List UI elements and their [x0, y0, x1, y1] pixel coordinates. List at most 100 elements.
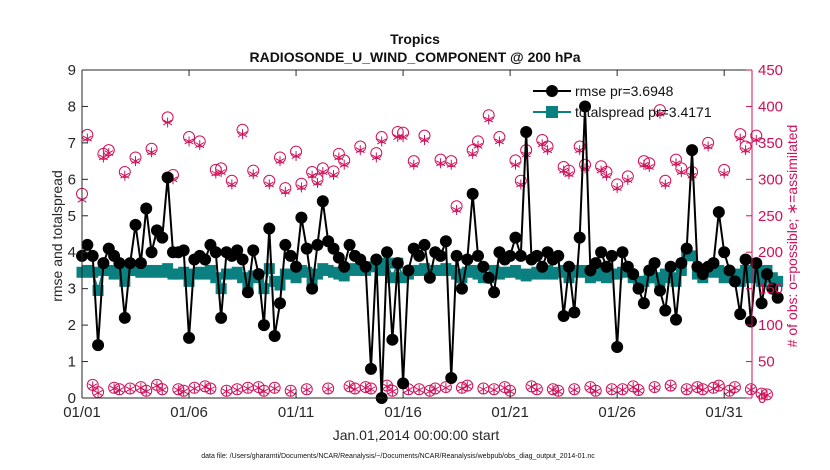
obs-assimilated-marker	[462, 381, 472, 392]
rmse-marker	[231, 244, 244, 257]
y-axis-label-left: rmse and totalspread	[49, 170, 65, 302]
rmse-marker	[728, 275, 741, 288]
totalspread-marker	[204, 264, 216, 276]
obs-assimilated-marker	[435, 158, 446, 169]
obs-assimilated-stroke	[387, 388, 397, 395]
obs-assimilated-marker	[88, 381, 98, 392]
obs-assimilated-stroke	[692, 384, 702, 391]
obs-assimilated-marker	[564, 169, 574, 180]
obs-assimilated-marker	[184, 136, 194, 147]
obs-assimilated-stroke	[275, 158, 285, 165]
obs-assimilated-stroke	[564, 171, 574, 178]
obs-assimilated-stroke	[633, 387, 644, 394]
obs-assimilated-marker	[687, 170, 697, 181]
obs-assimilated-marker	[302, 384, 312, 395]
obs-assimilated-marker	[179, 386, 189, 397]
y-tick-label-left: 5	[68, 208, 76, 225]
rmse-marker	[247, 244, 260, 257]
obs-assimilated-stroke	[735, 135, 745, 142]
rmse-marker	[199, 253, 212, 266]
obs-assimilated-stroke	[114, 387, 125, 393]
rmse-marker	[81, 238, 94, 251]
obs-assimilated-marker	[163, 117, 173, 128]
rmse-marker	[145, 246, 158, 259]
totalspread-marker	[290, 272, 302, 284]
obs-assimilated-marker	[569, 384, 579, 395]
obs-assimilated-marker	[644, 161, 654, 172]
obs-assimilated-stroke	[173, 387, 183, 393]
obs-assimilated-stroke	[617, 387, 628, 393]
obs-assimilated-stroke	[232, 387, 242, 393]
obs-assimilated-stroke	[542, 147, 553, 154]
obs-assimilated-marker	[553, 386, 563, 397]
rmse-marker	[744, 315, 757, 328]
obs-assimilated-stroke	[676, 169, 686, 175]
rmse-marker	[600, 260, 613, 273]
totalspread-marker	[729, 268, 741, 280]
y-tick-label-left: 3	[68, 281, 76, 298]
rmse-marker	[766, 282, 779, 295]
rmse-marker	[364, 362, 377, 375]
rmse-marker	[241, 286, 254, 299]
rmse-marker	[536, 260, 549, 273]
obs-assimilated-marker	[377, 136, 387, 147]
obs-assimilated-stroke	[409, 161, 419, 168]
obs-assimilated-stroke	[296, 184, 306, 191]
obs-assimilated-stroke	[189, 385, 199, 392]
rmse-marker	[311, 238, 324, 251]
obs-assimilated-stroke	[339, 161, 349, 168]
obs-assimilated-stroke	[644, 164, 654, 170]
obs-count-layer	[76, 104, 773, 401]
obs-assimilated-stroke	[243, 385, 253, 392]
obs-assimilated-marker	[98, 152, 108, 163]
obs-assimilated-marker	[682, 384, 692, 395]
totalspread-marker	[376, 264, 388, 276]
obs-assimilated-marker	[542, 145, 553, 156]
rmse-marker	[257, 319, 270, 332]
obs-assimilated-marker	[237, 129, 248, 140]
rmse-marker	[488, 286, 501, 299]
rmse-marker	[482, 271, 495, 284]
rmse-marker	[397, 377, 410, 390]
rmse-marker	[215, 311, 228, 324]
rmse-marker	[359, 260, 372, 273]
obs-assimilated-marker	[387, 386, 397, 397]
totalspread-marker	[686, 250, 698, 262]
chart-subtitle: RADIOSONDE_U_WIND_COMPONENT @ 200 hPa	[249, 49, 580, 65]
obs-assimilated-marker	[666, 381, 676, 392]
obs-assimilated-marker	[366, 384, 376, 395]
rmse-marker	[723, 264, 736, 277]
rmse-marker	[472, 249, 485, 262]
obs-assimilated-marker	[698, 384, 708, 395]
series-layer	[76, 100, 784, 404]
rmse-marker	[274, 297, 287, 310]
obs-assimilated-stroke	[157, 387, 167, 393]
obs-assimilated-stroke	[703, 143, 713, 150]
obs-assimilated-marker	[104, 148, 114, 159]
obs-assimilated-stroke	[109, 385, 119, 392]
obs-assimilated-marker	[746, 384, 756, 395]
totalspread-marker	[558, 264, 570, 276]
obs-assimilated-marker	[708, 383, 719, 394]
obs-assimilated-marker	[612, 183, 622, 194]
obs-assimilated-marker	[350, 384, 360, 395]
obs-assimilated-marker	[355, 145, 365, 156]
plot-background	[82, 70, 752, 398]
rmse-marker	[466, 187, 479, 200]
rmse-marker	[562, 260, 575, 273]
y-tick-label-left: 1	[68, 354, 76, 371]
obs-assimilated-marker	[189, 383, 199, 394]
obs-assimilated-marker	[146, 147, 157, 158]
rmse-marker	[734, 308, 747, 321]
obs-assimilated-stroke	[280, 188, 290, 195]
obs-assimilated-marker	[489, 384, 499, 395]
obs-assimilated-stroke	[553, 388, 563, 395]
obs-assimilated-stroke	[591, 388, 601, 395]
x-tick-label: 01/16	[384, 404, 422, 421]
obs-assimilated-marker	[617, 384, 628, 395]
legend: rmse pr=3.6948 totalspread pr=3.4171	[533, 83, 712, 120]
obs-assimilated-marker	[323, 384, 333, 395]
rmse-marker	[739, 253, 752, 266]
obs-assimilated-stroke	[484, 116, 494, 123]
